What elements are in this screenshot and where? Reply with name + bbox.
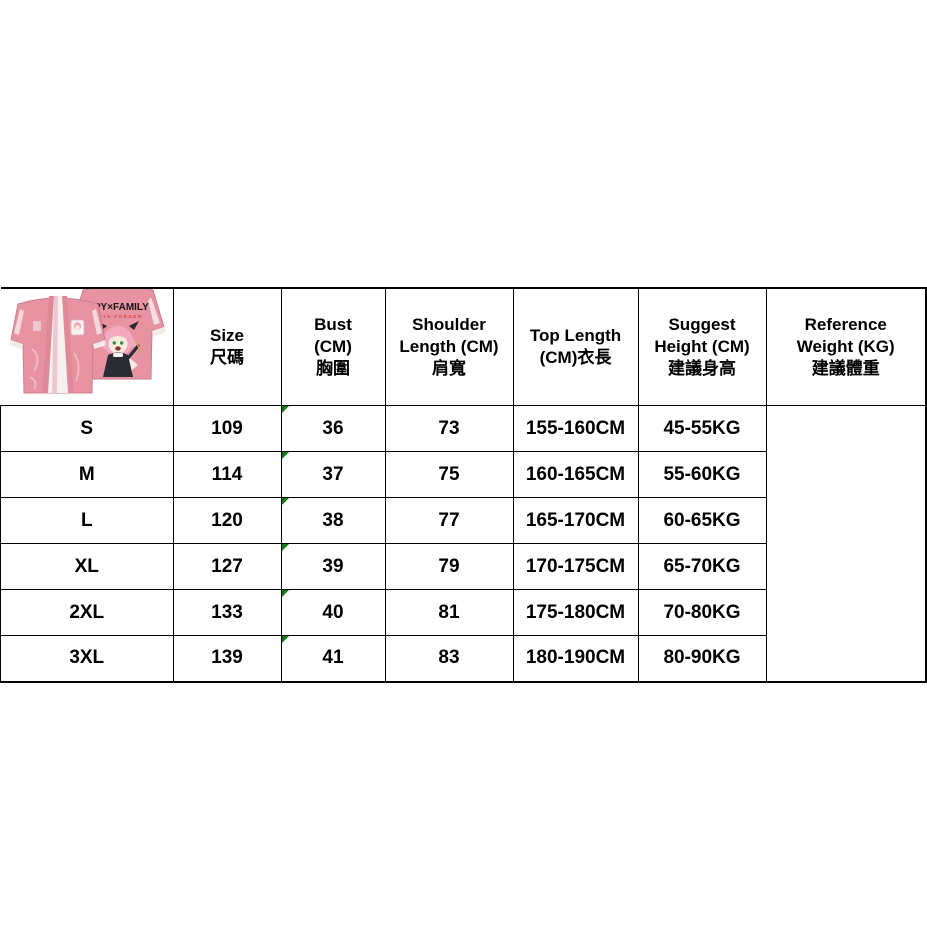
cell-shoulder-value: 41 bbox=[322, 647, 344, 669]
cell-shoulder: 39 bbox=[280, 543, 386, 590]
cell-height: 170-175CM bbox=[512, 543, 639, 590]
back-print-subtitle: ANYA FORGER bbox=[93, 314, 142, 319]
header-line: Top Length bbox=[529, 325, 622, 345]
cell-top-length: 75 bbox=[384, 451, 514, 498]
cell-height: 180-190CM bbox=[512, 635, 639, 682]
cell-top-length: 81 bbox=[384, 589, 514, 636]
column-header-shoulder: Shoulder Length (CM) 肩寬 bbox=[384, 287, 514, 406]
cell-size: S bbox=[0, 405, 174, 452]
kimono-product-illustration: SPY×FAMILY ANYA FORGER bbox=[8, 288, 166, 394]
header-line: 建議身高 bbox=[668, 359, 736, 379]
cell-top-length: 77 bbox=[384, 497, 514, 544]
table-row-xl: XL 127 39 79 170-175CM 65-70KG bbox=[0, 543, 927, 590]
kimono-back-view: SPY×FAMILY ANYA FORGER bbox=[69, 288, 166, 380]
header-line: 胸圍 bbox=[316, 359, 350, 379]
header-line: (CM) bbox=[314, 336, 352, 356]
header-line: Height (CM) bbox=[654, 336, 750, 356]
header-line: 尺碼 bbox=[210, 348, 244, 367]
cell-flag-icon bbox=[282, 406, 289, 413]
cell-height: 160-165CM bbox=[512, 451, 639, 498]
cell-shoulder-value: 39 bbox=[322, 555, 344, 577]
product-photo-cell: SPY×FAMILY ANYA FORGER bbox=[0, 287, 174, 406]
product-photo: SPY×FAMILY ANYA FORGER bbox=[1, 288, 173, 405]
header-line: Shoulder bbox=[412, 314, 486, 334]
cell-flag-icon bbox=[282, 452, 289, 459]
header-line: Weight (KG) bbox=[796, 336, 895, 356]
cell-size: L bbox=[0, 497, 174, 544]
cell-flag-icon bbox=[282, 636, 289, 643]
table-row-2xl: 2XL 133 40 81 175-180CM 70-80KG bbox=[0, 589, 927, 636]
cell-height: 175-180CM bbox=[512, 589, 639, 636]
cell-flag-icon bbox=[282, 590, 289, 597]
collar-lapel-right bbox=[61, 296, 74, 393]
cell-shoulder-value: 37 bbox=[322, 463, 344, 485]
table-row-m: M 114 37 75 160-165CM 55-60KG bbox=[0, 451, 927, 498]
cell-weight: 80-90KG bbox=[637, 635, 767, 682]
header-row: SPY×FAMILY ANYA FORGER bbox=[0, 287, 927, 406]
cell-height: 155-160CM bbox=[512, 405, 639, 452]
cell-bust: 109 bbox=[172, 405, 282, 452]
column-header-weight: Reference Weight (KG) 建議體重 bbox=[765, 287, 927, 406]
column-header-bust: Bust (CM) 胸圍 bbox=[280, 287, 386, 406]
cell-shoulder: 37 bbox=[280, 451, 386, 498]
cell-bust: 120 bbox=[172, 497, 282, 544]
cell-bust: 133 bbox=[172, 589, 282, 636]
header-line: (CM)衣長 bbox=[539, 348, 612, 367]
cell-top-length: 79 bbox=[384, 543, 514, 590]
cell-bust: 127 bbox=[172, 543, 282, 590]
cell-weight: 70-80KG bbox=[637, 589, 767, 636]
cell-weight: 45-55KG bbox=[637, 405, 767, 452]
cell-height: 165-170CM bbox=[512, 497, 639, 544]
cell-shoulder: 36 bbox=[280, 405, 386, 452]
collar-lapel-left bbox=[41, 296, 54, 393]
cell-weight: 55-60KG bbox=[637, 451, 767, 498]
sleeve-trim-right bbox=[151, 327, 166, 337]
back-print-title: SPY×FAMILY bbox=[87, 302, 149, 313]
header-line: 建議體重 bbox=[811, 359, 880, 379]
header-line: 肩寬 bbox=[432, 359, 466, 379]
column-header-height: Suggest Height (CM) 建議身高 bbox=[637, 287, 767, 406]
cell-bust: 114 bbox=[172, 451, 282, 498]
cell-flag-icon bbox=[282, 544, 289, 551]
column-header-top-length: Top Length (CM)衣長 bbox=[512, 287, 639, 406]
cell-weight: 65-70KG bbox=[637, 543, 767, 590]
header-line: Size bbox=[209, 325, 245, 345]
cell-shoulder-value: 40 bbox=[322, 601, 344, 623]
header-line: Reference bbox=[804, 314, 887, 334]
column-header-size: Size 尺碼 bbox=[172, 287, 282, 406]
cell-shoulder-value: 38 bbox=[322, 509, 344, 531]
cell-shoulder: 41 bbox=[280, 635, 386, 682]
table-row-3xl: 3XL 139 41 83 180-190CM 80-90KG bbox=[0, 635, 927, 682]
header-line: Bust bbox=[314, 314, 352, 334]
cell-size: XL bbox=[0, 543, 174, 590]
header-line: Length (CM) bbox=[399, 336, 499, 356]
cell-weight: 60-65KG bbox=[637, 497, 767, 544]
cell-flag-icon bbox=[282, 498, 289, 505]
cell-bust: 139 bbox=[172, 635, 282, 682]
size-chart-table: SPY×FAMILY ANYA FORGER bbox=[0, 287, 927, 683]
cell-shoulder: 40 bbox=[280, 589, 386, 636]
header-line: Suggest bbox=[668, 314, 736, 334]
table-row-s: S 109 36 73 155-160CM 45-55KG bbox=[0, 405, 927, 452]
cell-size: M bbox=[0, 451, 174, 498]
cell-size: 3XL bbox=[0, 635, 174, 682]
cell-top-length: 73 bbox=[384, 405, 514, 452]
cell-shoulder: 38 bbox=[280, 497, 386, 544]
kimono-front-view bbox=[8, 296, 106, 394]
cell-size: 2XL bbox=[0, 589, 174, 636]
cell-top-length: 83 bbox=[384, 635, 514, 682]
table-row-l: L 120 38 77 165-170CM 60-65KG bbox=[0, 497, 927, 544]
cell-shoulder-value: 36 bbox=[322, 417, 344, 439]
